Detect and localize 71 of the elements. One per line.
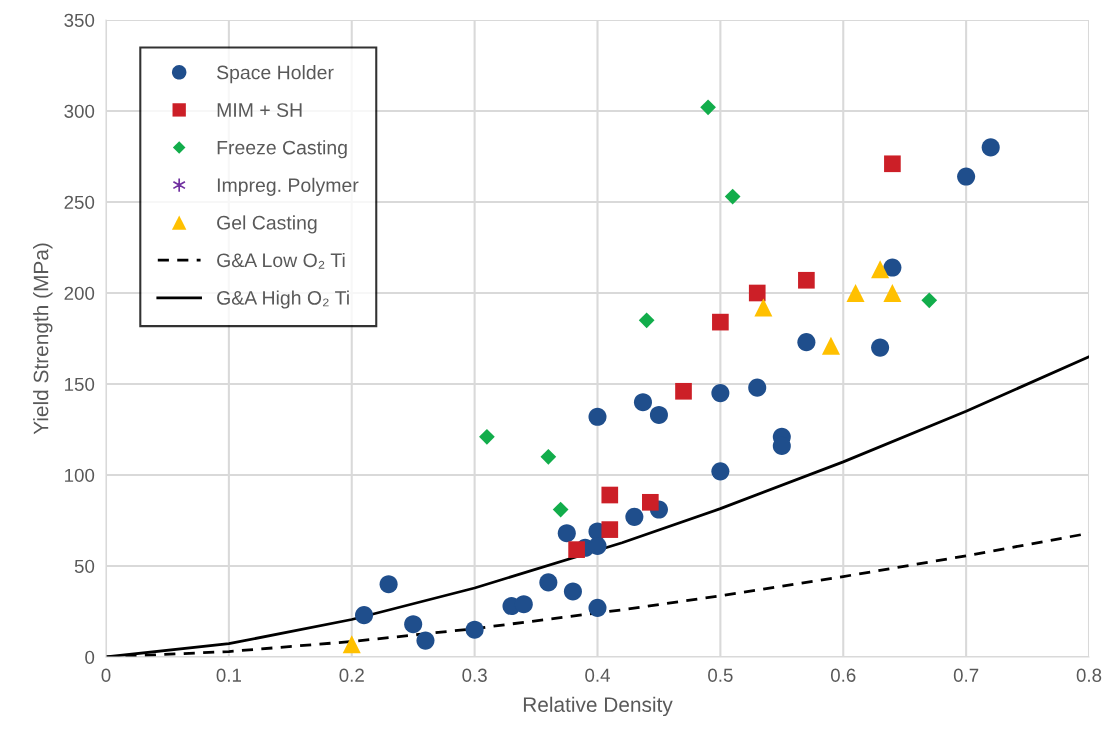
point [355,606,374,625]
y-tick-label: 150 [65,377,95,391]
legend-label: Freeze Casting [217,140,347,159]
point [711,384,730,403]
point [601,486,619,504]
point [798,271,815,289]
point [568,541,585,558]
point [642,493,659,511]
point [638,312,655,329]
point [514,595,533,614]
y-tick-label: 300 [64,104,95,118]
point [557,524,576,543]
point [871,260,890,279]
point [479,428,495,445]
y-axis-title: Yield Strength (MPa) [33,243,53,435]
y-tick-label: 200 [64,286,95,300]
legend-label: G&A High O₂ Ti [217,290,349,309]
point [700,99,716,116]
x-tick-label: 0.8 [1076,668,1102,682]
y-tick-label: 100 [65,468,95,482]
x-tick-label: 0.6 [830,668,856,682]
legend-label: Impreg. Polymer [217,177,359,196]
point [821,336,840,355]
y-tick-label: 0 [85,650,95,664]
point [981,138,1000,157]
x-tick-label: 0.1 [216,668,241,682]
point [754,298,773,317]
legend-label: Gel Casting [217,215,317,234]
x-tick-label: 0 [101,668,111,682]
point [540,448,557,465]
point [552,501,569,518]
legend-label: MIM + SH [217,103,302,117]
point [846,283,865,303]
point [465,620,484,639]
point [748,378,767,397]
legend-label: G&A Low O₂ Ti [217,252,345,269]
point [748,284,766,302]
point [711,462,730,481]
point [797,333,816,352]
x-tick-label: 0.4 [585,668,610,682]
point [871,338,890,357]
point [625,507,644,526]
point [633,393,652,412]
y-tick-label: 350 [64,13,95,27]
point [649,405,668,424]
point [883,283,902,303]
point [563,582,582,601]
point [712,313,729,331]
point [588,407,607,426]
point [588,598,607,617]
point [539,573,558,592]
point [416,631,435,650]
point [601,521,619,538]
point [884,155,901,173]
point [404,615,423,634]
y-tick-label: 250 [64,195,95,209]
x-axis-title: Relative Density [523,696,673,717]
x-tick-label: 0.3 [462,668,487,682]
point [379,575,398,594]
point [342,635,361,654]
x-tick-label: 0.5 [708,668,733,682]
y-tick-label: 50 [74,559,95,573]
point [724,188,741,205]
point [588,536,607,556]
point [883,258,902,277]
point [957,167,976,186]
point [675,382,692,400]
x-tick-label: 0.7 [953,668,979,682]
legend-label: Space Holder [217,65,334,84]
point [921,292,938,309]
x-tick-label: 0.2 [339,668,364,682]
